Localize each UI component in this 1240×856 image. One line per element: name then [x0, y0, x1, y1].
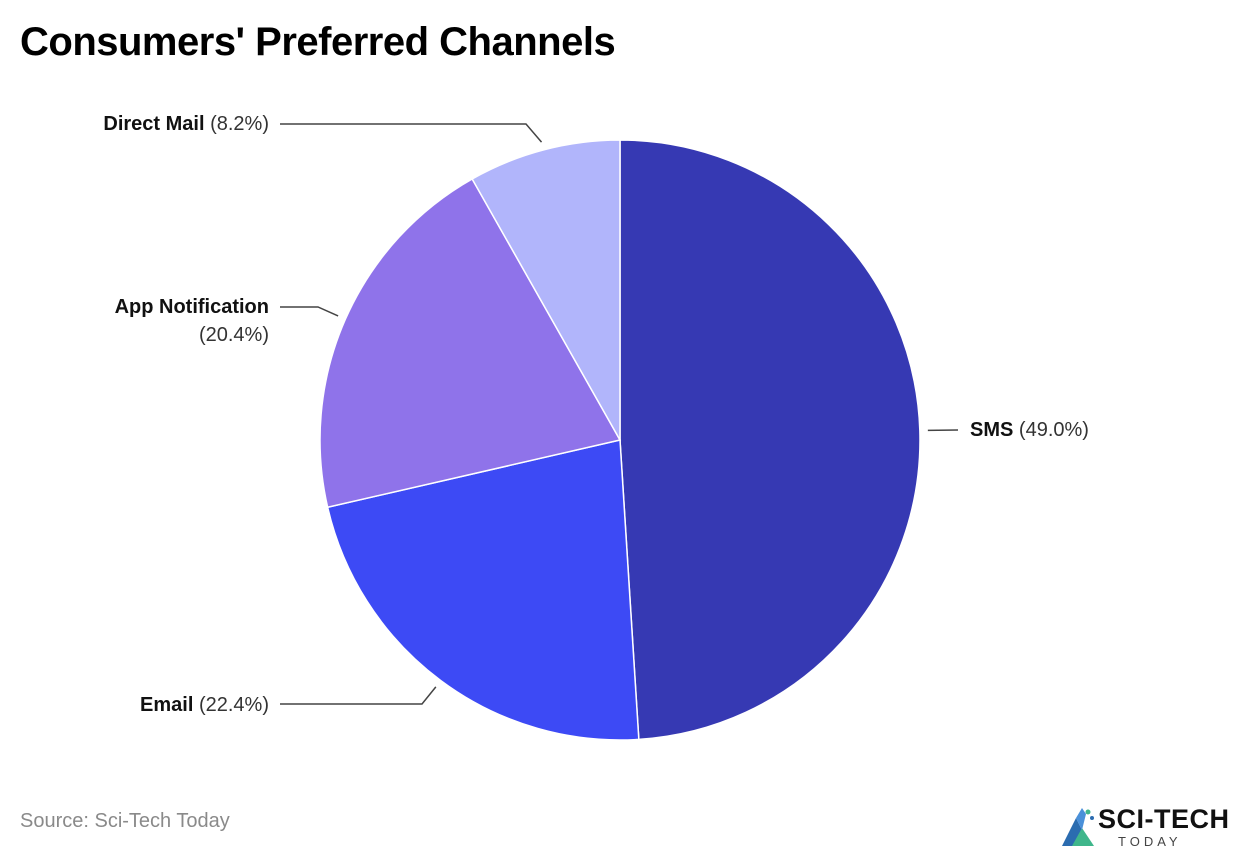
- leader-line-app-notification: [280, 306, 339, 317]
- source-note: Source: Sci-Tech Today: [20, 810, 230, 832]
- leader-line-email: [280, 686, 437, 705]
- logo-wordmark: SCI-TECH: [1098, 804, 1230, 834]
- slice-label-app-notification: App Notification (20.4%): [114, 296, 269, 346]
- pie-slice-sms: [619, 139, 921, 741]
- leader-line-direct-mail: [280, 123, 543, 143]
- slice-label-email: Email (22.4%): [140, 694, 269, 716]
- pie-slice-email: [326, 439, 640, 741]
- slice-label-direct-mail: Direct Mail (8.2%): [103, 113, 269, 135]
- sci-tech-logo: SCI-TECH TODAY: [1058, 804, 1236, 852]
- slice-label-sms: SMS (49.0%): [970, 419, 1089, 441]
- chart-title: Consumers' Preferred Channels: [20, 20, 616, 64]
- pie-slice-app-notification: [319, 177, 622, 509]
- pie-slice-direct-mail: [471, 139, 621, 443]
- sci-tech-logo-icon: [1062, 808, 1094, 846]
- logo-subtitle: TODAY: [1118, 834, 1182, 849]
